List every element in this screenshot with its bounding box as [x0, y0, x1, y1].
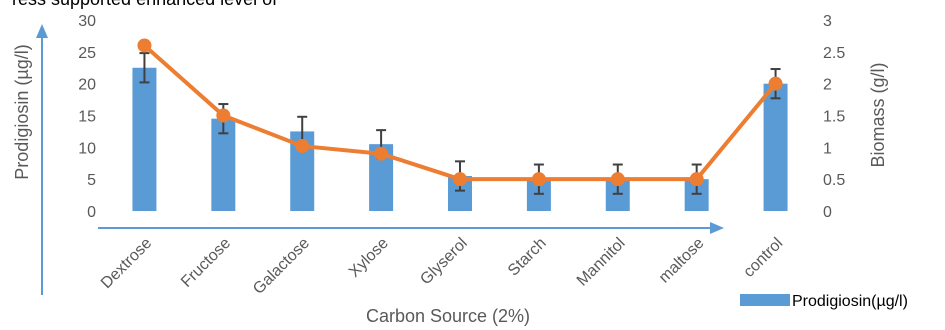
line-point — [531, 172, 546, 187]
x-axis-title: Carbon Source (2%) — [366, 306, 530, 326]
y-axis-left-title: Prodigiosin (µg/l) — [12, 44, 32, 179]
y-right-tick-label: 0.5 — [823, 172, 845, 189]
y-left-tick-label: 5 — [87, 172, 96, 189]
y-right-tick-label: 0 — [823, 204, 832, 221]
y-left-tick-label: 30 — [78, 13, 96, 30]
category-labels: Dextrose Fructose Galactose Xylose Glyserol S… — [98, 235, 786, 298]
y-right-tick-label: 2.5 — [823, 45, 845, 62]
x-axis-arrow-head — [710, 222, 724, 234]
y-right-tick-label: 2 — [823, 77, 832, 94]
legend-label: Prodigiosin(µg/l) — [792, 293, 908, 310]
bar — [132, 67, 157, 211]
line-point — [689, 172, 704, 187]
y-right-tick-label: 1 — [823, 140, 832, 157]
right-axis-ticks: 0 0.5 1 1.5 2 2.5 3 — [823, 13, 845, 221]
x-tick-label: Xylose — [346, 235, 392, 281]
legend: Prodigiosin(µg/l) — [740, 293, 908, 310]
legend-swatch — [740, 294, 790, 306]
x-tick-label: control — [740, 235, 786, 281]
x-tick-label: Starch — [505, 235, 550, 280]
y-right-tick-label: 3 — [823, 13, 832, 30]
line-point — [295, 139, 310, 154]
y-left-tick-label: 10 — [78, 140, 96, 157]
y-axis-right-title: Biomass (g/l) — [868, 62, 888, 167]
y-left-tick-label: 0 — [87, 204, 96, 221]
line-point — [137, 38, 152, 53]
y-left-tick-label: 25 — [78, 45, 96, 62]
bar — [763, 83, 788, 211]
line-point — [453, 172, 467, 187]
line-path — [143, 43, 778, 182]
y-axis-arrow-head — [36, 24, 48, 38]
left-axis-ticks: 0 5 10 15 20 25 30 — [78, 13, 96, 221]
x-tick-label: Galactose — [250, 235, 313, 298]
axis-arrows — [36, 24, 724, 295]
x-tick-label: Dextrose — [98, 235, 155, 292]
line-point — [768, 76, 783, 91]
line-point — [216, 108, 231, 123]
y-left-tick-label: 20 — [78, 77, 96, 94]
line-point — [610, 172, 625, 187]
x-tick-label: Mannitol — [574, 235, 629, 290]
biomass-line-series — [137, 38, 783, 187]
y-left-tick-label: 15 — [78, 109, 96, 126]
x-tick-label: maltose — [656, 235, 708, 287]
x-tick-label: Glyserol — [417, 235, 471, 289]
y-right-tick-label: 1.5 — [823, 109, 845, 126]
line-point — [374, 146, 389, 161]
header-fragment: ress supported enhanced level of — [12, 0, 278, 9]
x-tick-label: Fructose — [178, 235, 234, 291]
